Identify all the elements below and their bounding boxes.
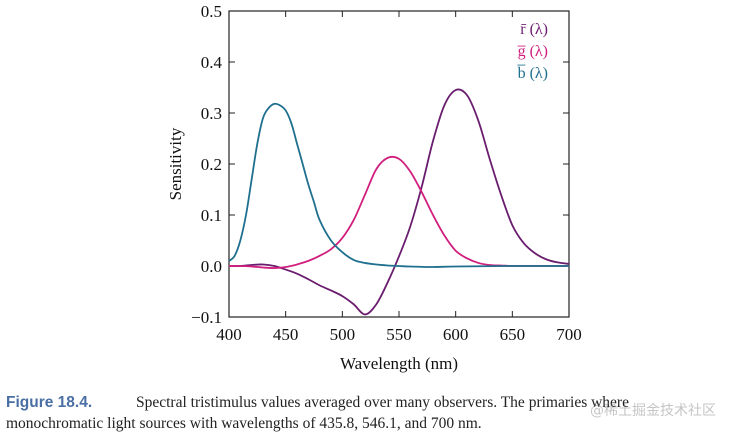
y-tick-label: 0.1	[201, 206, 222, 225]
series-lines	[228, 88, 570, 316]
tristimulus-chart: 400 450 500 550 600 650 700 −0.1 0.0 0.1 0.2 0.3 0.4…	[166, 2, 582, 373]
b-bar-series-line	[228, 102, 570, 268]
figure-caption: Figure 18.4. Spectral tristimulus values …	[6, 392, 746, 434]
y-tick-label: 0.5	[201, 2, 222, 21]
y-tick-label: 0.3	[201, 104, 222, 123]
caption-text-1: Spectral tristimulus values averaged ove…	[136, 394, 629, 411]
legend: r̄ (λ) g̅ (λ) b̅ (λ)	[516, 21, 548, 82]
y-tick-label: −0.1	[191, 308, 222, 327]
legend-entry: r̄ (λ)	[520, 21, 548, 38]
x-tick-label: 700	[556, 325, 582, 344]
r-bar-series-line	[228, 88, 570, 316]
legend-entry: g̅ (λ)	[517, 43, 548, 60]
caption-line-2: monochromatic light sources with wavelen…	[6, 415, 482, 432]
g-bar-series-line	[228, 155, 569, 269]
y-tick-label: 0.0	[201, 257, 222, 276]
x-axis-title: Wavelength (nm)	[340, 354, 458, 373]
tick-group: 400 450 500 550 600 650 700 −0.1 0.0 0.1 0.2 0.3 0.4…	[191, 2, 582, 344]
y-tick-label: 0.4	[201, 53, 223, 72]
caption-line-1: Figure 18.4. Spectral tristimulus values …	[6, 392, 746, 413]
figure-label: Figure 18.4.	[6, 394, 93, 411]
watermark: @稀土掘金技术社区	[590, 403, 716, 419]
x-tick-label: 400	[216, 325, 242, 344]
x-tick-label: 650	[500, 325, 526, 344]
y-axis-title: Sensitivity	[166, 127, 185, 200]
x-tick-label: 450	[273, 325, 299, 344]
x-tick-label: 500	[330, 325, 356, 344]
y-tick-label: 0.2	[201, 155, 222, 174]
x-tick-label: 600	[443, 325, 469, 344]
legend-entry: b̅ (λ)	[516, 64, 548, 82]
x-tick-label: 550	[386, 325, 412, 344]
